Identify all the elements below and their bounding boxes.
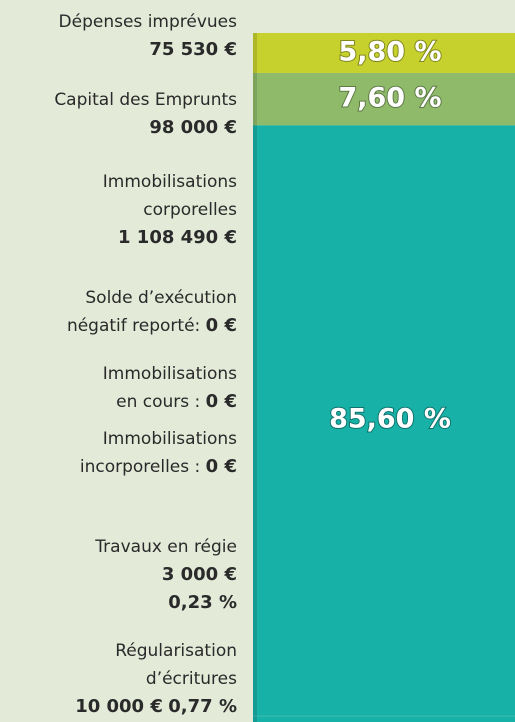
label-line: négatif reporté: [66,316,201,336]
bar-label: 85,60 % [329,404,451,435]
bar-segment [253,72,515,126]
amount: 0 € [205,391,237,412]
label-line: Régularisation [115,641,237,661]
label-line: Immobilisations [102,429,237,449]
label: Solde d’exécution négatif reporté: 0 € [67,284,237,340]
stacked-bar: 5,80 % 7,60 % 85,60 % [253,33,515,722]
label: Immobilisations en cours : 0 € [103,360,237,416]
label-line: Travaux en régie [95,537,237,557]
percent: 0,23 % [168,592,237,613]
bar-label: 7,60 % [338,83,441,114]
amount: 10 000 € [75,696,163,717]
label-line: Immobilisations [102,364,237,384]
amount: 3 000 € [161,564,237,585]
bar-segment [253,716,515,722]
label: Dépenses imprévues 75 530 € [59,8,237,64]
bar-edge [253,33,257,722]
label: Régularisation d’écritures 10 000 € 0,77… [75,637,237,721]
label-line: Immobilisations [102,172,237,192]
amount: 98 000 € [149,117,237,138]
label: Capital des Emprunts 98 000 € [54,86,237,142]
amount: 1 108 490 € [118,227,237,248]
label-line: incorporelles : [79,457,201,477]
amount: 75 530 € [149,39,237,60]
label: Immobilisations corporelles 1 108 490 € [103,168,237,252]
label: Travaux en régie 3 000 € 0,23 % [95,533,237,617]
bar-label: 5,80 % [338,36,441,67]
percent: 0,77 % [168,696,237,717]
label-line: corporelles [143,200,237,220]
amount: 0 € [205,456,237,477]
label: Immobilisations incorporelles : 0 € [80,425,237,481]
label-line: Dépenses imprévues [58,12,237,32]
label-line: d’écritures [145,669,237,689]
bar-segment [253,715,515,717]
label-line: Capital des Emprunts [54,90,237,110]
bar-segment [253,125,515,716]
label-line: Solde d’exécution [85,288,237,308]
label-line: en cours : [116,392,201,412]
amount: 0 € [205,315,237,336]
bar-segment [253,33,515,73]
